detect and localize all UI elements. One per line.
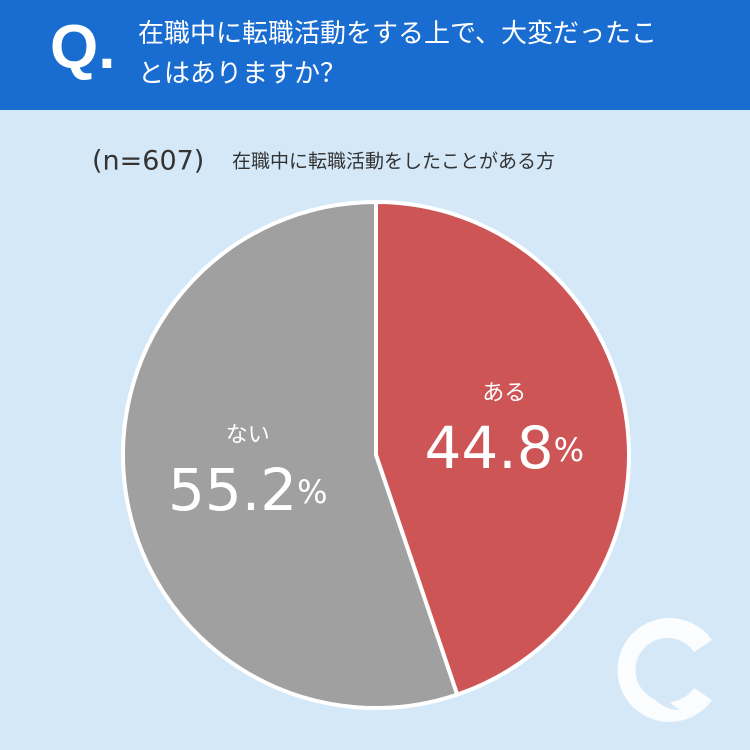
question-mark: Q.: [50, 13, 116, 82]
sample-size: (n=607): [92, 146, 204, 177]
chart-subtitle: 在職中に転職活動をしたことがある方: [232, 151, 555, 173]
pie-slice: [374, 199, 631, 698]
value-label: 44.8%: [424, 414, 584, 482]
logo: [617, 618, 712, 723]
pie-slice: [121, 199, 460, 710]
category-label: ない: [226, 423, 270, 448]
chart-title: 在職中に転職活動をする上で、大変だったことはありますか？: [138, 19, 657, 89]
value-label: 55.2%: [168, 456, 328, 524]
header: Q. 在職中に転職活動をする上で、大変だったことはありますか？: [0, 0, 750, 110]
category-label: ある: [482, 381, 526, 406]
